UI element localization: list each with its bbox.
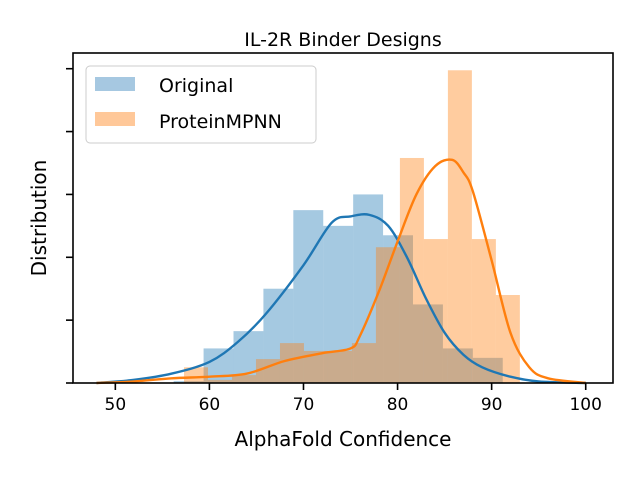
x-tick-label: 60 — [199, 395, 221, 415]
x-axis-label: AlphaFold Confidence — [235, 427, 452, 451]
kde-line-original — [96, 213, 586, 385]
legend-box — [85, 65, 317, 144]
x-tick-label: 80 — [387, 395, 409, 415]
hist-bar-original — [173, 381, 204, 383]
hist-bar-proteinmpnn — [327, 350, 352, 383]
hist-bar-proteinmpnn — [303, 350, 328, 383]
histogram-bars — [173, 70, 520, 384]
chart-title: IL-2R Binder Designs — [244, 29, 442, 51]
hist-bar-proteinmpnn — [231, 375, 256, 383]
plot-frame — [72, 52, 614, 384]
hist-bar-original — [412, 304, 443, 383]
hist-bar-proteinmpnn — [471, 239, 496, 383]
legend-swatch-original — [95, 77, 135, 91]
y-axis-label: Distribution — [27, 160, 51, 277]
x-tick-label: 50 — [105, 395, 127, 415]
kde-lines — [96, 158, 586, 385]
legend-label-proteinmpnn: ProteinMPNN — [159, 111, 282, 133]
legend-swatch-proteinmpnn — [95, 112, 135, 126]
kde-line-proteinmpnn — [96, 158, 586, 385]
hist-bar-original — [323, 225, 354, 383]
hist-bar-proteinmpnn — [495, 295, 520, 383]
x-tick-label: 70 — [293, 395, 315, 415]
x-axis-ticks: 50 60 70 80 90 100 — [105, 383, 602, 415]
hist-bar-proteinmpnn — [351, 343, 376, 383]
hist-bar-proteinmpnn — [447, 70, 472, 384]
x-tick-label: 90 — [481, 395, 503, 415]
x-tick-label: 100 — [569, 395, 601, 415]
hist-bar-proteinmpnn — [423, 239, 448, 383]
hist-bar-proteinmpnn — [208, 379, 232, 383]
hist-bar-proteinmpnn — [399, 157, 424, 383]
hist-bar-original — [442, 348, 473, 383]
hist-bar-proteinmpnn — [279, 343, 304, 383]
hist-bar-proteinmpnn — [184, 367, 208, 383]
legend-label-original: Original — [159, 75, 233, 97]
hist-bar-original — [353, 194, 384, 383]
y-axis-ticks — [66, 67, 73, 384]
legend: Original ProteinMPNN — [85, 65, 317, 144]
